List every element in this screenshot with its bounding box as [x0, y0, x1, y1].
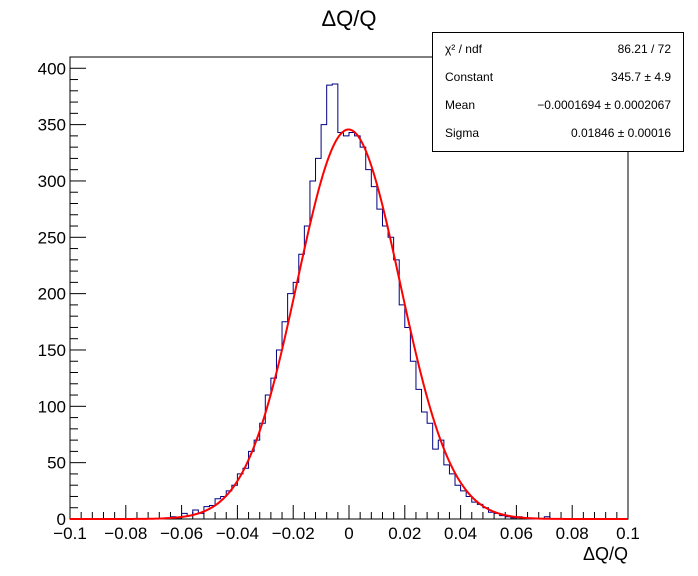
x-tick-label: 0.02 [388, 524, 421, 543]
stats-row-sigma: Sigma 0.01846 ± 0.00016 [445, 123, 671, 143]
x-tick-label: −0.1 [53, 524, 87, 543]
x-tick-label: −0.04 [216, 524, 259, 543]
stats-chi2-label: χ² / ndf [445, 42, 482, 56]
y-axis: 0 50 100 150 200 250 300 350 400 [38, 59, 86, 529]
x-tick-label: −0.06 [160, 524, 203, 543]
y-tick-label: 200 [38, 285, 66, 304]
y-tick-label: 400 [38, 59, 66, 78]
gaussian-fit-curve [70, 128, 628, 520]
stats-chi2-value: 86.21 / 72 [617, 42, 671, 56]
stats-constant-value: 345.7 ± 4.9 [611, 70, 671, 84]
x-tick-label: 0.06 [500, 524, 533, 543]
chart-title: ΔQ/Q [321, 6, 377, 31]
x-tick-label: 0 [344, 524, 353, 543]
x-tick-label: −0.08 [104, 524, 147, 543]
x-axis-label: ΔQ/Q [583, 544, 628, 564]
stats-row-chi2: χ² / ndf 86.21 / 72 [445, 39, 671, 59]
stats-mean-value: −0.0001694 ± 0.0002067 [537, 98, 671, 112]
y-tick-label: 250 [38, 228, 66, 247]
histogram-bars [70, 83, 628, 520]
y-tick-label: 350 [38, 116, 66, 135]
y-tick-label: 100 [38, 397, 66, 416]
y-tick-label: 300 [38, 172, 66, 191]
y-tick-label: 0 [57, 510, 66, 529]
x-tick-label: 0.04 [444, 524, 477, 543]
stats-row-mean: Mean −0.0001694 ± 0.0002067 [445, 95, 671, 115]
x-tick-label: 0.1 [616, 524, 640, 543]
y-tick-label: 150 [38, 341, 66, 360]
stats-sigma-label: Sigma [445, 126, 480, 140]
stats-mean-label: Mean [445, 98, 476, 112]
stats-sigma-value: 0.01846 ± 0.00016 [570, 126, 671, 140]
stats-constant-label: Constant [445, 70, 494, 84]
x-tick-label: −0.02 [272, 524, 315, 543]
x-axis: −0.1 −0.08 −0.06 −0.04 −0.02 0 0.02 0.04 0.06 0.0… [53, 505, 640, 543]
y-tick-label: 50 [47, 454, 66, 473]
stats-box: χ² / ndf 86.21 / 72 Constant 345.7 ± 4.9… [432, 32, 684, 152]
x-tick-label: 0.08 [556, 524, 589, 543]
stats-row-constant: Constant 345.7 ± 4.9 [445, 67, 671, 87]
